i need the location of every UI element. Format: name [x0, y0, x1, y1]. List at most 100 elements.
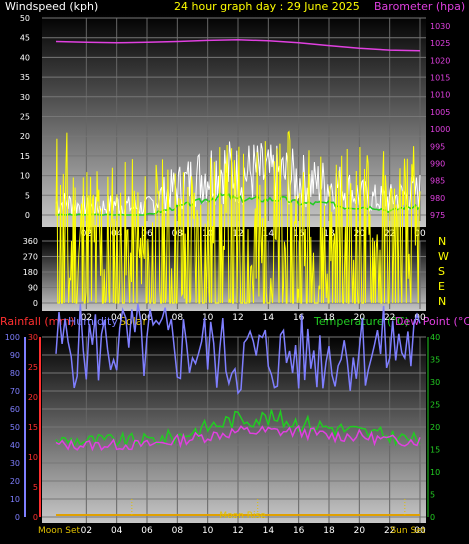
humidity-y-tick-50: 50	[10, 423, 20, 432]
baro-y-tick-1030: 1030	[430, 22, 450, 31]
dir-compass-W-1: W	[438, 250, 449, 263]
baro-y-tick-1000: 1000	[430, 125, 450, 134]
baro-y-tick-995: 995	[430, 142, 445, 151]
temp-x-tick-16: 16	[293, 526, 305, 536]
wind-y-tick-30: 30	[20, 93, 30, 102]
axis-labels: 0202020404040606060808081010101212121414…	[5, 14, 451, 536]
baro-y-tick-985: 985	[430, 177, 445, 186]
humidity-line	[55, 303, 421, 395]
annotations: Moon Set Moon Rise Sun Set	[38, 511, 426, 536]
dir-y-tick-270: 270	[23, 253, 38, 262]
rain-y-tick-30: 30	[28, 333, 38, 342]
temp-x-tick-00: 00	[414, 526, 426, 536]
wind-y-tick-50: 50	[20, 14, 30, 23]
wind-y-tick-35: 35	[20, 73, 30, 82]
rain-y-tick-0: 0	[33, 513, 38, 522]
dir-x-tick-18: 18	[323, 313, 335, 323]
annotation-moon-rise: Moon Rise	[219, 511, 266, 521]
baro-y-tick-1015: 1015	[430, 74, 450, 83]
humidity-y-tick-0: 0	[15, 513, 20, 522]
dir-y-tick-180: 180	[23, 268, 38, 277]
wind-y-tick-10: 10	[20, 172, 30, 181]
dir-x-tick-06: 06	[141, 313, 153, 323]
wind-x-tick-14: 14	[263, 229, 275, 239]
windspeed-axis-title: Windspeed (kph)	[5, 0, 98, 13]
dir-compass-N-4: N	[438, 295, 446, 308]
humidity-y-tick-10: 10	[10, 495, 20, 504]
dir-x-tick-16: 16	[293, 313, 305, 323]
dewpoint-line	[55, 424, 421, 452]
dir-y-tick-90: 90	[28, 284, 38, 293]
temp-y-tick-25: 25	[430, 401, 440, 410]
dir-y-tick-360: 360	[23, 237, 38, 246]
humidity-y-tick-90: 90	[10, 351, 20, 360]
dir-x-tick-08: 08	[172, 313, 184, 323]
annotation-moon-set: Moon Set	[38, 526, 81, 536]
dir-compass-N-0: N	[438, 235, 446, 248]
baro-y-tick-980: 980	[430, 194, 445, 203]
wind-y-tick-45: 45	[20, 34, 30, 43]
dir-compass-S-2: S	[438, 265, 445, 278]
temp-y-tick-20: 20	[430, 423, 440, 432]
temp-y-tick-0: 0	[430, 513, 435, 522]
dir-x-tick-14: 14	[263, 313, 275, 323]
humidity-y-tick-70: 70	[10, 387, 20, 396]
baro-y-tick-1010: 1010	[430, 91, 450, 100]
humidity-y-tick-20: 20	[10, 477, 20, 486]
data-series	[55, 38, 421, 517]
rain-y-tick-20: 20	[28, 393, 38, 402]
dir-x-tick-20: 20	[354, 313, 366, 323]
wind-y-tick-20: 20	[20, 132, 30, 141]
baro-y-tick-1020: 1020	[430, 56, 450, 65]
temp-x-tick-12: 12	[232, 526, 243, 536]
dir-x-tick-02: 02	[81, 313, 92, 323]
temp-x-tick-20: 20	[354, 526, 366, 536]
humidity-y-tick-100: 100	[5, 333, 20, 342]
dir-y-tick-0: 0	[33, 299, 38, 308]
humidity-y-tick-60: 60	[10, 405, 20, 414]
temp-x-tick-14: 14	[263, 526, 275, 536]
dir-x-tick-04: 04	[111, 313, 123, 323]
rain-y-tick-10: 10	[28, 453, 38, 462]
temp-x-tick-04: 04	[111, 526, 123, 536]
wind-y-tick-40: 40	[20, 53, 30, 62]
baro-y-tick-1005: 1005	[430, 108, 450, 117]
temp-y-tick-35: 35	[430, 356, 440, 365]
wind-y-tick-0: 0	[25, 211, 30, 220]
wind-x-tick-06: 06	[141, 229, 153, 239]
dir-x-tick-10: 10	[202, 313, 214, 323]
annotation-sun-set: Sun Set	[390, 526, 425, 536]
baro-y-tick-975: 975	[430, 211, 445, 220]
dir-x-tick-00: 00	[414, 313, 426, 323]
wind-direction-line	[55, 130, 421, 304]
temp-x-tick-22: 22	[384, 526, 395, 536]
baro-y-tick-990: 990	[430, 159, 445, 168]
humidity-y-tick-40: 40	[10, 441, 20, 450]
rain-y-tick-15: 15	[28, 423, 38, 432]
wind-x-tick-00: 00	[414, 229, 426, 239]
temp-x-tick-18: 18	[323, 526, 335, 536]
rain-y-tick-5: 5	[33, 483, 38, 492]
temp-x-tick-10: 10	[202, 526, 214, 536]
barometer-line	[55, 38, 421, 52]
chart-title: 24 hour graph day : 29 June 2025	[174, 0, 360, 13]
wind-y-tick-25: 25	[20, 113, 30, 122]
wind-x-tick-16: 16	[293, 229, 305, 239]
temp-x-tick-06: 06	[141, 526, 153, 536]
temp-y-tick-10: 10	[430, 468, 440, 477]
temp-x-tick-08: 08	[172, 526, 184, 536]
humidity-y-tick-30: 30	[10, 459, 20, 468]
temp-y-tick-30: 30	[430, 378, 440, 387]
barometer-axis-title: Barometer (hpa)	[374, 0, 465, 13]
rainfall-axis-title: Rainfall (mm)	[0, 315, 74, 328]
temperature-line	[55, 408, 421, 449]
dir-x-tick-22: 22	[384, 313, 395, 323]
temp-x-tick-02: 02	[81, 526, 92, 536]
wind-y-tick-15: 15	[20, 152, 30, 161]
wind-x-tick-08: 08	[172, 229, 184, 239]
baro-y-tick-1025: 1025	[430, 39, 450, 48]
dir-compass-E-3: E	[438, 280, 445, 293]
wind-y-tick-5: 5	[25, 191, 30, 200]
dir-x-tick-12: 12	[232, 313, 243, 323]
